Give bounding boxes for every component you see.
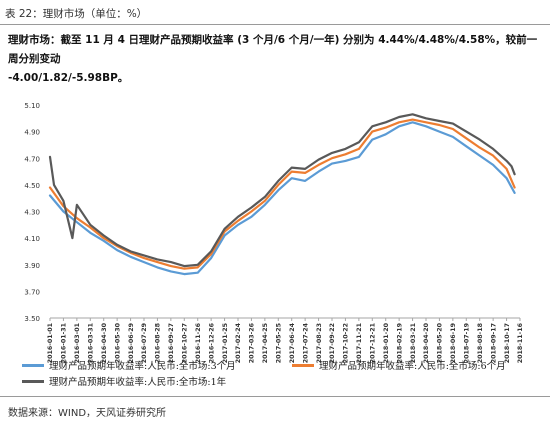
x-tick-label: 2017-04-25 xyxy=(262,323,269,363)
x-tick-label: 2016-05-30 xyxy=(114,322,121,363)
x-tick-label: 2017-11-21 xyxy=(356,323,363,363)
x-tick-label: 2018-10-17 xyxy=(504,323,511,363)
x-tick-label: 2016-04-30 xyxy=(101,322,108,363)
legend-swatch-6m xyxy=(292,363,314,367)
x-tick-label: 2018-11-16 xyxy=(517,322,524,363)
series-line-0 xyxy=(48,121,516,276)
y-tick-label: 4.90 xyxy=(24,129,40,137)
x-tick-label: 2016-11-26 xyxy=(195,322,202,363)
x-tick-label: 2017-01-25 xyxy=(222,323,229,363)
x-tick-label: 2017-02-24 xyxy=(235,322,242,363)
x-tick-label: 2018-03-21 xyxy=(410,323,417,363)
y-tick-label: 4.30 xyxy=(24,209,40,217)
legend-item-1y: 理财产品预期年收益率:人民币:全市场:1年 xyxy=(22,374,226,388)
y-tick-label: 5.10 xyxy=(24,102,40,110)
y-tick-label: 4.10 xyxy=(24,235,40,243)
x-tick-label: 2017-09-22 xyxy=(329,323,336,363)
legend-label-3m: 理财产品预期年收益率:人民币:全市场:3个月 xyxy=(49,361,236,372)
x-tick-label: 2018-06-19 xyxy=(450,323,457,363)
x-tick-label: 2017-07-24 xyxy=(302,322,309,363)
summary-text: 理财市场：截至 11 月 4 日理财产品预期收益率 (3 个月/6 个月/一年)… xyxy=(8,31,538,88)
y-tick-label: 3.50 xyxy=(24,315,40,323)
legend-item-3m: 理财产品预期年收益率:人民币:全市场:3个月 xyxy=(22,358,236,372)
axis-layer: 5.10 4.90 4.70 4.50 4.30 4.10 3.90 3.70 3.50 2016… xyxy=(24,102,524,363)
y-tick-label: 3.70 xyxy=(24,288,40,296)
legend-swatch-1y xyxy=(22,379,44,383)
x-tick-label: 2017-06-24 xyxy=(289,322,296,363)
legend-item-6m: 理财产品预期年收益率:人民币:全市场:6个月 xyxy=(292,358,506,372)
source-note: 数据来源：WIND，天风证券研究所 xyxy=(8,408,167,419)
series-layer xyxy=(48,113,516,276)
x-tick-label: 2016-08-28 xyxy=(155,323,162,363)
x-tick-label: 2018-09-17 xyxy=(490,323,497,363)
x-tick-label: 2016-10-27 xyxy=(181,323,188,363)
x-tick-label: 2016-01-31 xyxy=(61,323,68,363)
x-tick-label: 2016-03-01 xyxy=(74,323,81,363)
series-line-2 xyxy=(48,113,516,268)
x-tick-label: 2018-07-19 xyxy=(463,323,470,363)
x-tick-label: 2018-04-20 xyxy=(423,322,430,363)
summary-line-1: 理财市场：截至 11 月 4 日理财产品预期收益率 (3 个月/6 个月/一年)… xyxy=(8,34,538,65)
y-tick-label: 4.70 xyxy=(24,155,40,163)
y-tick-label: 4.50 xyxy=(24,182,40,190)
y-tick-label: 3.90 xyxy=(24,262,40,270)
series-line-1 xyxy=(48,118,516,270)
x-tick-label: 2016-03-31 xyxy=(87,323,94,363)
x-tick-label: 2017-05-25 xyxy=(275,323,282,363)
x-tick-label: 2017-08-23 xyxy=(316,323,323,363)
x-tick-label: 2016-07-29 xyxy=(141,323,148,363)
summary-line-2: -4.00/1.82/-5.98BP。 xyxy=(8,72,129,84)
x-tick-label: 2016-09-27 xyxy=(168,323,175,363)
x-tick-label: 2018-05-20 xyxy=(437,322,444,363)
bottom-rule xyxy=(0,396,550,397)
legend-label-1y: 理财产品预期年收益率:人民币:全市场:1年 xyxy=(49,377,227,388)
x-tick-label: 2018-01-20 xyxy=(383,322,390,363)
x-tick-label: 2018-08-18 xyxy=(477,323,484,363)
legend-swatch-3m xyxy=(22,363,44,367)
top-rule xyxy=(0,24,550,25)
x-tick-label: 2016-12-26 xyxy=(208,322,215,363)
figure-caption: 表 22：理财市场（单位：%） xyxy=(5,8,148,20)
x-tick-label: 2017-10-22 xyxy=(343,323,350,363)
legend-label-6m: 理财产品预期年收益率:人民币:全市场:6个月 xyxy=(319,361,506,372)
x-tick-label: 2017-12-21 xyxy=(369,323,376,363)
x-tick-label: 2017-03-26 xyxy=(249,322,256,363)
x-tick-label: 2018-02-19 xyxy=(396,323,403,363)
x-tick-label: 2016-01-01 xyxy=(47,323,54,363)
x-tick-label: 2016-06-29 xyxy=(128,323,135,363)
